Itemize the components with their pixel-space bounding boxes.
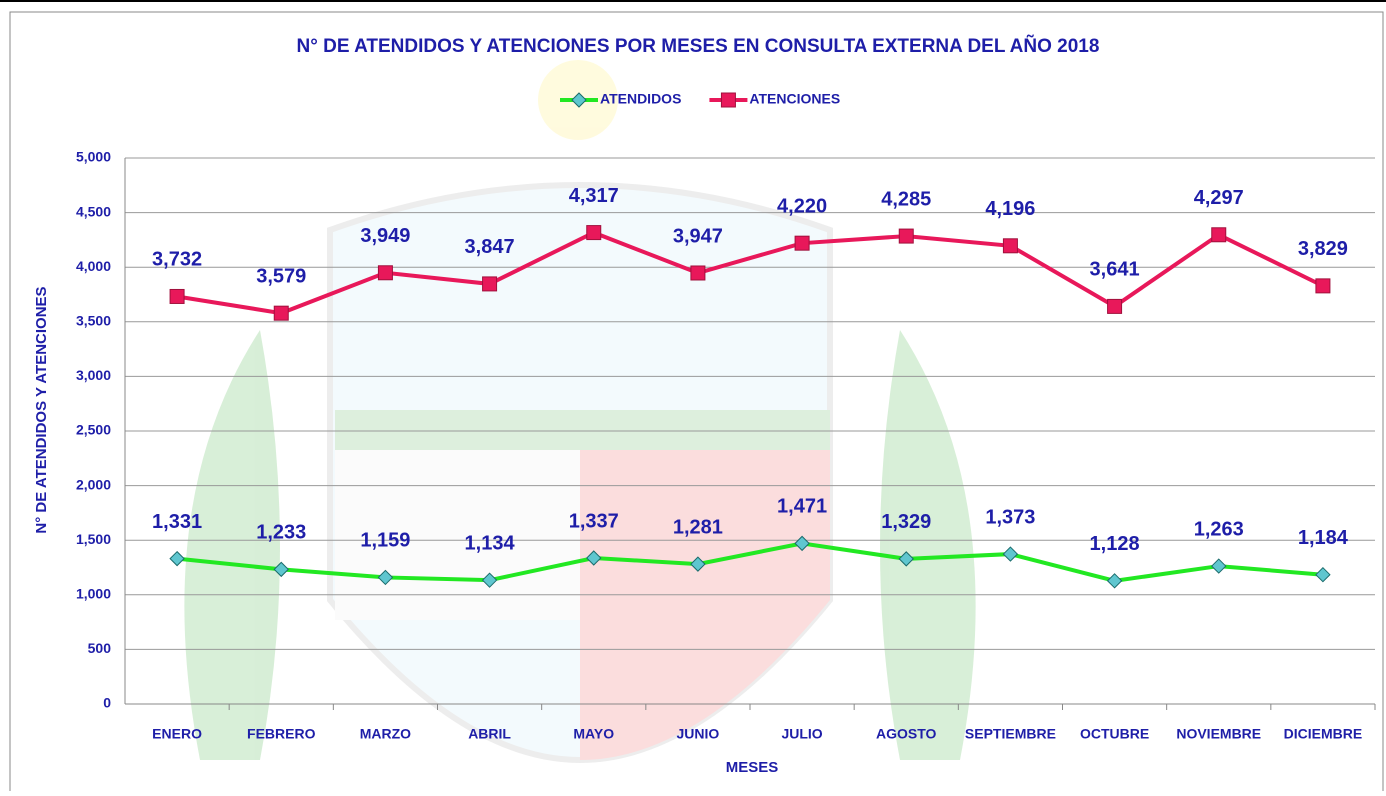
point-marker <box>274 306 288 320</box>
value-label: 4,297 <box>1194 187 1244 209</box>
x-tick-label: JUNIO <box>677 726 720 742</box>
x-tick-label: SEPTIEMBRE <box>965 726 1056 742</box>
y-tick-label: 2,000 <box>76 476 111 492</box>
x-tick-label: ENERO <box>152 726 202 742</box>
value-label: 1,329 <box>881 511 931 533</box>
value-label: 1,331 <box>152 511 202 533</box>
legend-marker <box>721 93 735 107</box>
point-marker <box>1108 299 1122 313</box>
point-marker <box>483 277 497 291</box>
value-label: 3,847 <box>465 236 515 258</box>
value-label: 3,641 <box>1090 259 1140 281</box>
y-tick-label: 3,500 <box>76 313 111 329</box>
value-label: 1,337 <box>569 510 619 532</box>
value-label: 3,579 <box>256 265 306 287</box>
y-tick-label: 4,500 <box>76 203 111 219</box>
legend-label: ATENCIONES <box>749 91 840 107</box>
y-tick-label: 1,500 <box>76 531 111 547</box>
value-label: 1,128 <box>1090 533 1140 555</box>
point-marker <box>795 236 809 250</box>
value-label: 1,471 <box>777 496 827 518</box>
value-label: 3,829 <box>1298 238 1348 260</box>
value-label: 3,949 <box>360 225 410 247</box>
y-tick-label: 0 <box>103 695 111 711</box>
point-marker <box>1212 228 1226 242</box>
value-label: 4,196 <box>985 198 1035 220</box>
y-tick-label: 2,500 <box>76 422 111 438</box>
x-tick-label: MARZO <box>360 726 411 742</box>
y-tick-label: 5,000 <box>76 149 111 165</box>
point-marker <box>587 226 601 240</box>
point-marker <box>378 266 392 280</box>
y-tick-label: 3,000 <box>76 367 111 383</box>
y-tick-label: 1,000 <box>76 586 111 602</box>
value-label: 1,184 <box>1298 527 1349 549</box>
y-tick-label: 4,000 <box>76 258 111 274</box>
value-label: 4,317 <box>569 185 619 207</box>
x-tick-label: JULIO <box>781 726 822 742</box>
y-axis-title: N° DE ATENDIDOS Y ATENCIONES <box>33 286 50 533</box>
value-label: 3,732 <box>152 249 202 271</box>
x-tick-label: MAYO <box>573 726 614 742</box>
legend-label: ATENDIDOS <box>600 91 681 107</box>
y-tick-label: 500 <box>88 640 112 656</box>
value-label: 4,285 <box>881 188 931 210</box>
point-marker <box>691 266 705 280</box>
value-label: 1,373 <box>985 506 1035 528</box>
value-label: 1,233 <box>256 522 306 544</box>
value-label: 1,134 <box>465 532 516 554</box>
chart: N° DE ATENDIDOS Y ATENCIONES POR MESES E… <box>0 0 1386 791</box>
point-marker <box>1003 239 1017 253</box>
x-tick-label: FEBRERO <box>247 726 316 742</box>
value-label: 3,947 <box>673 225 723 247</box>
x-tick-label: NOVIEMBRE <box>1176 726 1261 742</box>
x-tick-label: DICIEMBRE <box>1284 726 1363 742</box>
value-label: 1,263 <box>1194 518 1244 540</box>
point-marker <box>1316 279 1330 293</box>
point-marker <box>170 289 184 303</box>
value-label: 4,220 <box>777 195 827 217</box>
value-label: 1,281 <box>673 516 723 538</box>
x-tick-label: AGOSTO <box>876 726 937 742</box>
chart-title: N° DE ATENDIDOS Y ATENCIONES POR MESES E… <box>297 35 1100 57</box>
value-label: 1,159 <box>360 530 410 552</box>
point-marker <box>899 229 913 243</box>
x-axis-title: MESES <box>726 759 779 776</box>
x-tick-label: ABRIL <box>468 726 511 742</box>
x-tick-label: OCTUBRE <box>1080 726 1149 742</box>
